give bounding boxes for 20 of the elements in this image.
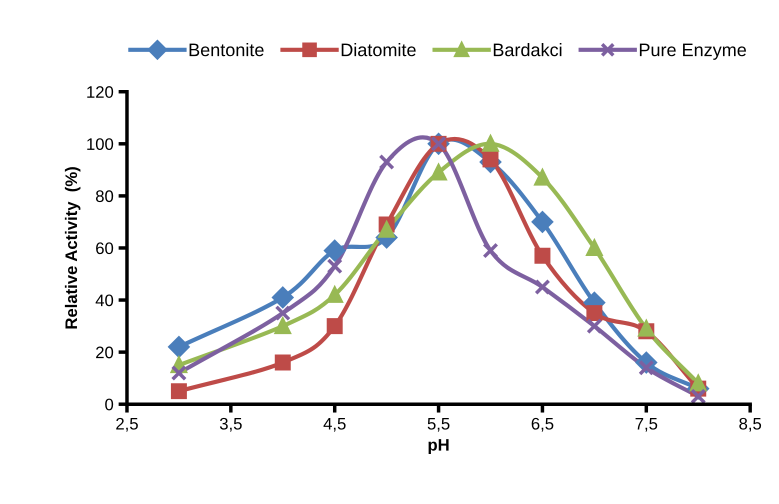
y-tick-label: 100 — [87, 138, 114, 150]
x-tick-label: 5,5 — [428, 418, 450, 432]
x-tick-label: 2,5 — [116, 418, 138, 432]
legend-label: Diatomite — [342, 43, 416, 56]
x-tick-label: 6,5 — [532, 418, 554, 432]
x-tick-label: 8,5 — [739, 418, 762, 432]
y-axis-title: Relative Activity (%) — [64, 167, 80, 329]
legend-label: Bardakci — [494, 43, 562, 56]
y-tick-label: 0 — [105, 398, 114, 410]
legend-label: Pure Enzyme — [640, 44, 746, 60]
x-tick-label: 3,5 — [220, 418, 242, 432]
x-axis-title: pH — [428, 439, 449, 454]
y-tick-label: 60 — [96, 242, 114, 254]
x-tick-label: 4,5 — [324, 418, 346, 432]
y-tick-label: 120 — [87, 86, 114, 98]
y-tick-label: 40 — [96, 294, 114, 306]
y-tick-label: 20 — [96, 346, 114, 358]
x-tick-label: 7,5 — [636, 418, 658, 432]
legend-label: Bentonite — [190, 43, 264, 56]
y-tick-label: 80 — [96, 190, 114, 202]
